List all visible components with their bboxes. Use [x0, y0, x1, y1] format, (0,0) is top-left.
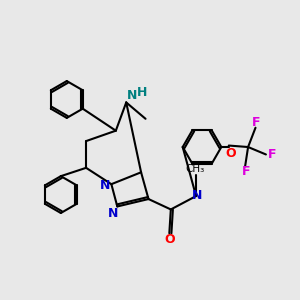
Text: N: N [100, 179, 110, 192]
Text: F: F [268, 148, 277, 161]
Text: F: F [252, 116, 260, 129]
Text: N: N [127, 88, 137, 101]
Text: N: N [191, 189, 202, 202]
Text: F: F [242, 165, 250, 178]
Text: O: O [225, 147, 236, 160]
Text: CH₃: CH₃ [185, 164, 204, 174]
Text: N: N [108, 206, 118, 220]
Text: O: O [165, 233, 175, 246]
Text: H: H [136, 86, 147, 99]
